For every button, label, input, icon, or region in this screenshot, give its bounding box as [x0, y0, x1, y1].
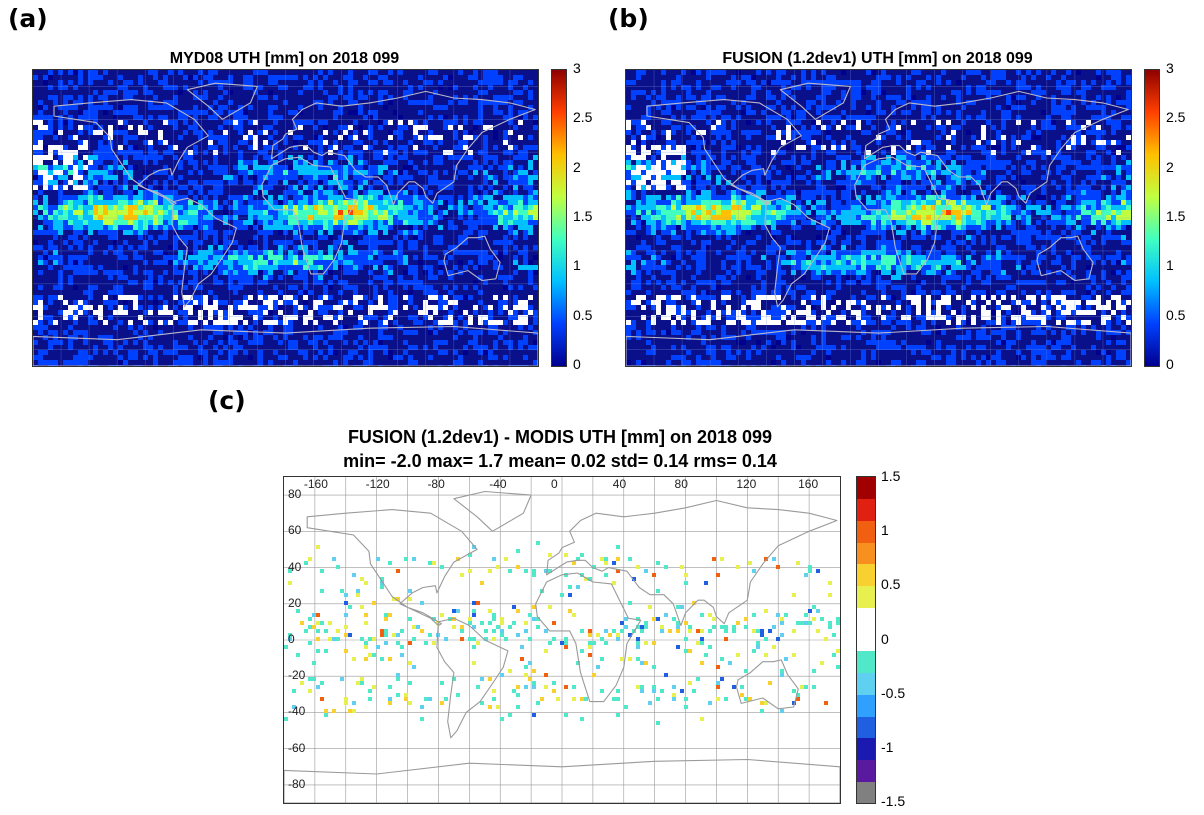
- colorbar-segment: [857, 563, 875, 587]
- lon-tick-label: 40: [612, 477, 627, 491]
- colorbar-segment: [857, 694, 875, 717]
- cbar-tick: 3: [573, 60, 581, 76]
- panel-label-a: (a): [8, 4, 48, 33]
- panel-c-map: [283, 476, 841, 804]
- colorbar-segment: [857, 607, 875, 630]
- panel-c-title: FUSION (1.2dev1) - MODIS UTH [mm] on 201…: [347, 427, 773, 447]
- colorbar-segment: [857, 629, 875, 652]
- cbar-tick: 0.5: [1166, 307, 1186, 323]
- lat-tick-label: -20: [288, 668, 306, 683]
- colorbar-segment: [857, 716, 875, 739]
- panel-a-colorbar: [551, 69, 567, 367]
- lat-tick-label: -80: [288, 776, 306, 791]
- cbar-tick: -1: [881, 739, 894, 755]
- lon-tick-label: -80: [427, 477, 445, 491]
- colorbar-segment: [857, 759, 875, 782]
- panel-c-colorbar: [856, 476, 876, 804]
- cbar-tick: 2: [573, 159, 581, 175]
- lon-tick-label: 160: [798, 477, 819, 491]
- colorbar-segment: [857, 672, 875, 695]
- lat-tick-label: 40: [288, 559, 302, 574]
- cbar-tick: 0: [881, 631, 889, 647]
- colorbar-segment: [857, 781, 875, 803]
- cbar-tick: 1: [1166, 257, 1174, 273]
- cbar-tick: 1.5: [881, 468, 901, 484]
- cbar-tick: -1.5: [881, 793, 906, 809]
- lat-tick-label: 0: [288, 632, 295, 646]
- cbar-tick: 1: [573, 257, 581, 273]
- cbar-tick: 0: [1166, 356, 1174, 372]
- cbar-tick: 2.5: [1166, 109, 1186, 125]
- lat-tick-label: -60: [288, 740, 306, 755]
- lon-tick-label: 80: [674, 477, 688, 491]
- colorbar-segment: [857, 520, 875, 543]
- cbar-tick: 0.5: [881, 576, 901, 592]
- panel-c-stats: min= -2.0 max= 1.7 mean= 0.02 std= 0.14 …: [343, 451, 777, 471]
- lat-tick-label: -40: [288, 704, 306, 719]
- lat-tick-label: 20: [288, 595, 302, 610]
- cbar-tick: 1: [881, 522, 889, 538]
- colorbar-segment: [857, 585, 875, 608]
- lat-tick-label: 80: [288, 487, 302, 502]
- colorbar-segment: [857, 498, 875, 521]
- cbar-tick: 2.5: [573, 109, 593, 125]
- cbar-tick: 3: [1166, 60, 1174, 76]
- lat-tick-label: 60: [288, 523, 302, 538]
- cbar-tick: 0.5: [573, 307, 593, 323]
- panel-b-colorbar: [1144, 69, 1160, 367]
- colorbar-segment: [857, 477, 875, 500]
- panel-label-c: (c): [208, 386, 246, 415]
- cbar-tick: -0.5: [881, 685, 906, 701]
- lon-tick-label: 0: [551, 477, 558, 491]
- cbar-tick: 2: [1166, 159, 1174, 175]
- colorbar-segment: [857, 542, 875, 565]
- panel-a-title: MYD08 UTH [mm] on 2018 099: [169, 50, 400, 67]
- panel-label-b: (b): [608, 4, 649, 33]
- lon-tick-label: -40: [489, 477, 507, 491]
- lon-tick-label: -160: [303, 477, 328, 491]
- panel-b-map: [625, 69, 1132, 367]
- lon-tick-label: -120: [365, 477, 390, 491]
- colorbar-segment: [857, 737, 875, 761]
- cbar-tick: 0: [573, 356, 581, 372]
- cbar-tick: 1.5: [573, 208, 593, 224]
- panel-a-map: [32, 69, 539, 367]
- panel-b-title: FUSION (1.2dev1) UTH [mm] on 2018 099: [722, 50, 1033, 67]
- colorbar-segment: [857, 650, 875, 674]
- lon-tick-label: 120: [736, 477, 757, 491]
- cbar-tick: 1.5: [1166, 208, 1186, 224]
